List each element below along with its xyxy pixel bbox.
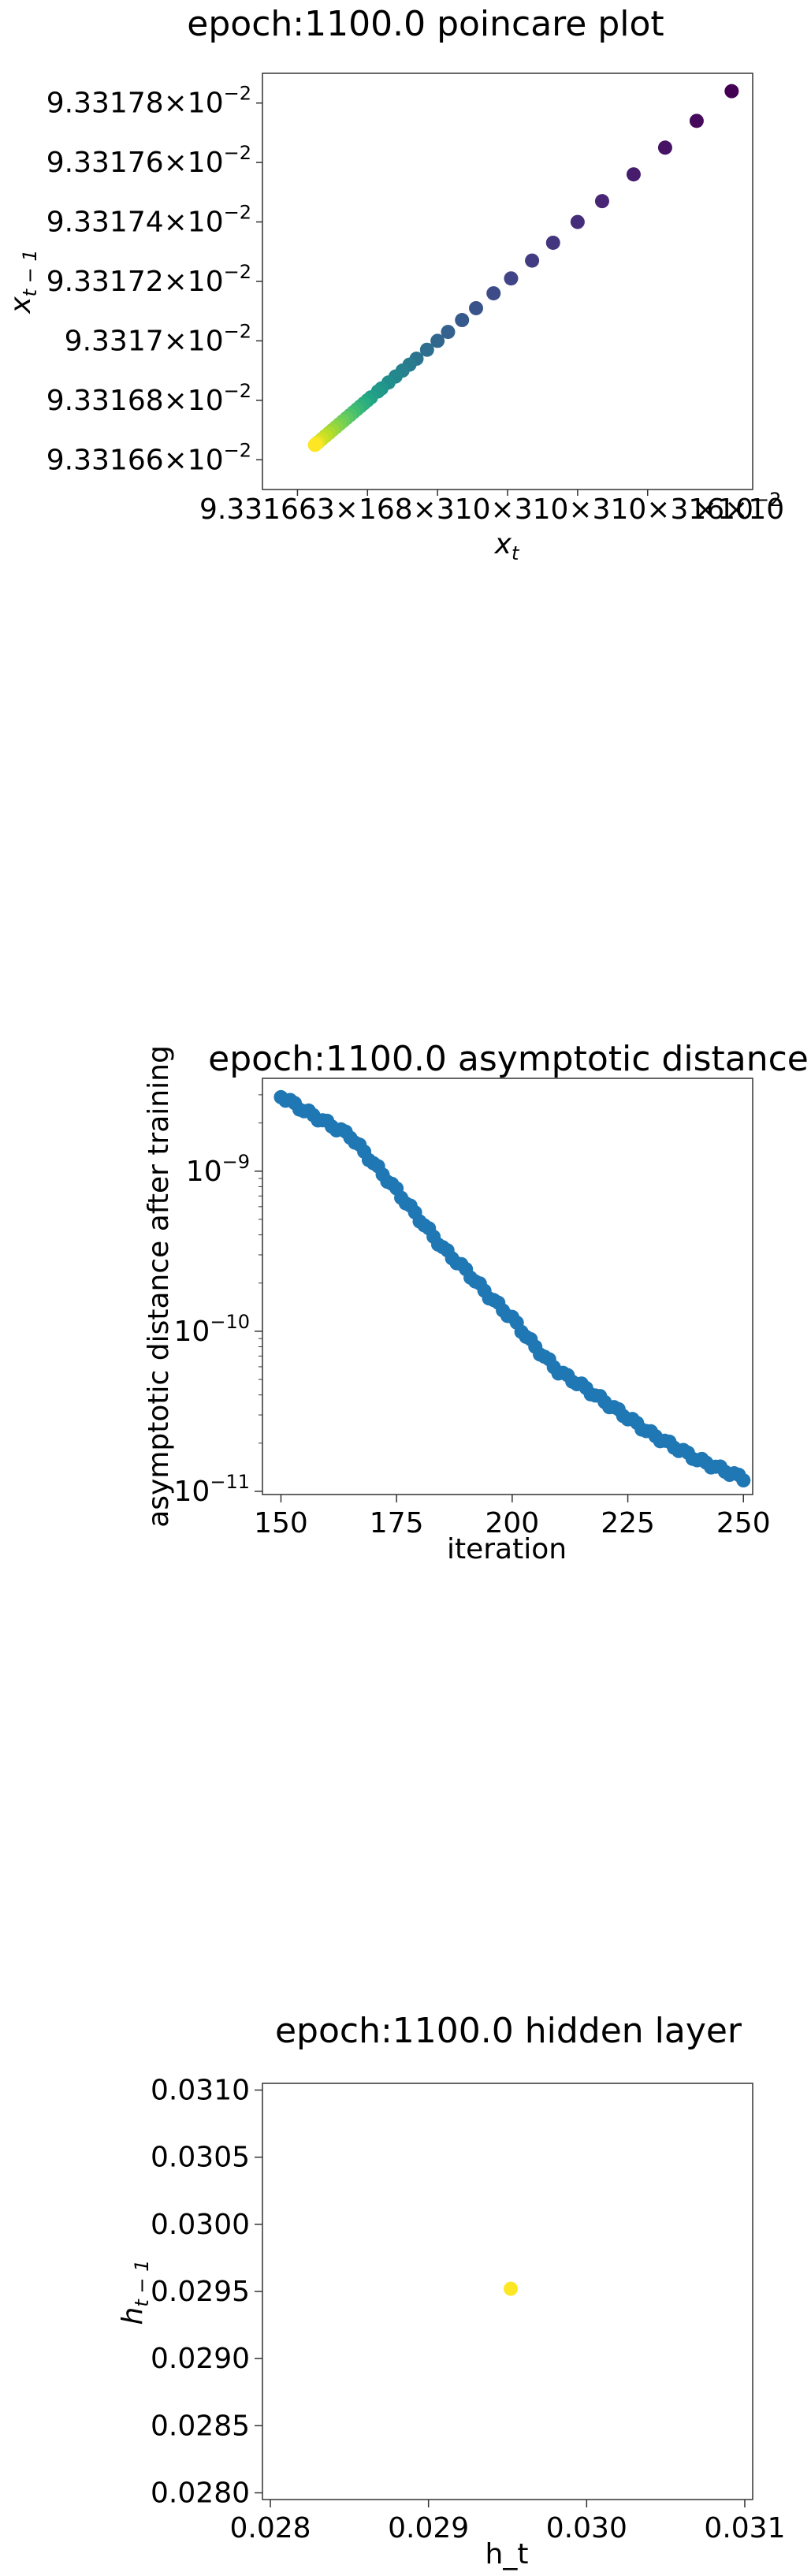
hidden-layer-x-tick-label: 0.029 <box>388 2512 469 2544</box>
poincare-points <box>307 84 739 452</box>
poincare-y-tick-label: 9.33174×10−2 <box>47 202 251 239</box>
poincare-point <box>441 325 456 340</box>
asymptotic-x-axis-label: iteration <box>447 1533 567 1565</box>
poincare-point <box>689 114 704 128</box>
asymptotic-x-tick-label: 250 <box>716 1507 771 1539</box>
poincare-point <box>594 194 609 209</box>
poincare-point <box>430 333 445 348</box>
poincare-point <box>455 313 470 328</box>
hidden-layer-x-tick-label: 0.028 <box>230 2512 311 2544</box>
hidden-layer-x-axis-label: h_t <box>485 2538 529 2570</box>
hidden-layer-y-tick-label: 0.0285 <box>151 2410 250 2442</box>
hidden-layer-title: epoch:1100.0 hidden layer <box>275 2011 742 2051</box>
asymptotic-title: epoch:1100.0 asymptotic distance <box>208 1039 809 1079</box>
hidden-layer-point <box>504 2281 519 2296</box>
hidden-layer-points <box>504 2281 519 2296</box>
asymptotic-y-tick-label: 10−11 <box>174 1471 250 1508</box>
poincare-y-tick-label: 9.3317×10−2 <box>65 320 251 357</box>
asymptotic-x-tick-label: 225 <box>601 1507 655 1539</box>
poincare-y-axis-label: xt − 1 <box>5 249 41 314</box>
asymptotic-y-tick-label: 10−10 <box>174 1311 250 1348</box>
poincare-point <box>525 253 540 268</box>
asymptotic-x-tick-label: 150 <box>254 1507 308 1539</box>
poincare-x-ticks: 9.331663×168×310×310×310×316×10×10−2 <box>199 489 784 526</box>
hidden-layer-x-ticks: 0.028 0.029 0.030 0.031 <box>230 2500 785 2544</box>
poincare-x-tick-labels: 9.331663×168×310×310×310×316×10 <box>199 493 784 526</box>
hidden-layer-x-tick-label: 0.030 <box>546 2512 627 2544</box>
poincare-title: epoch:1100.0 poincare plot <box>187 4 664 44</box>
hidden-layer-x-tick-label: 0.031 <box>704 2512 785 2544</box>
hidden-layer-y-tick-label: 0.0295 <box>151 2276 250 2308</box>
poincare-y-tick-label: 9.33176×10−2 <box>47 142 251 179</box>
asymptotic-chart: epoch:1100.0 asymptotic distance 10−910−… <box>143 1039 809 1565</box>
asymptotic-x-tick-label: 200 <box>485 1507 540 1539</box>
poincare-y-tick-label: 9.33172×10−2 <box>47 261 251 298</box>
poincare-point <box>486 286 501 301</box>
asymptotic-y-tick-label: 10−9 <box>186 1151 250 1188</box>
hidden-layer-y-tick-label: 0.0280 <box>151 2477 250 2509</box>
poincare-y-tick-label: 9.33168×10−2 <box>47 380 251 417</box>
poincare-x-tick-label-last: ×10−2 <box>694 489 781 526</box>
asymptotic-points <box>273 1089 751 1488</box>
hidden-layer-y-axis-label: ht − 1 <box>117 2260 153 2325</box>
asymptotic-x-ticks: 150 175 200 225 250 <box>254 1495 771 1539</box>
hidden-layer-y-tick-label: 0.0305 <box>151 2142 250 2174</box>
poincare-y-ticks: 9.33178×10−2 9.33176×10−2 9.33174×10−2 9.33… <box>47 83 262 476</box>
poincare-point <box>419 342 434 357</box>
hidden-layer-y-tick-label: 0.0310 <box>151 2075 250 2107</box>
poincare-x-axis-label: xt <box>494 528 520 564</box>
hidden-layer-y-ticks: 0.0310 0.0305 0.0300 0.0295 0.0290 0.0285 0.02… <box>151 2075 262 2509</box>
asymptotic-plot-area <box>262 1078 753 1495</box>
asymptotic-y-ticks: 10−9 10−10 10−11 <box>174 1094 262 1508</box>
asymptotic-point <box>736 1473 751 1488</box>
poincare-point <box>504 271 519 286</box>
poincare-point <box>724 84 739 99</box>
poincare-point <box>626 167 641 182</box>
poincare-y-tick-label: 9.33178×10−2 <box>47 83 251 120</box>
poincare-chart: epoch:1100.0 poincare plot 9.33178×10−29… <box>5 4 784 564</box>
poincare-point <box>469 300 484 315</box>
poincare-point <box>545 235 560 250</box>
hidden-layer-y-tick-label: 0.0290 <box>151 2343 250 2375</box>
asymptotic-y-axis-label: asymptotic distance after training <box>143 1045 175 1528</box>
poincare-y-tick-label: 9.33166×10−2 <box>47 439 251 476</box>
hidden-layer-y-tick-label: 0.0300 <box>151 2209 250 2241</box>
poincare-point <box>307 437 322 452</box>
asymptotic-x-tick-label: 175 <box>370 1507 424 1539</box>
hidden-layer-chart: epoch:1100.0 hidden layer 0.03100.03050.… <box>117 2011 785 2570</box>
poincare-point <box>570 214 585 229</box>
poincare-point <box>657 140 672 155</box>
